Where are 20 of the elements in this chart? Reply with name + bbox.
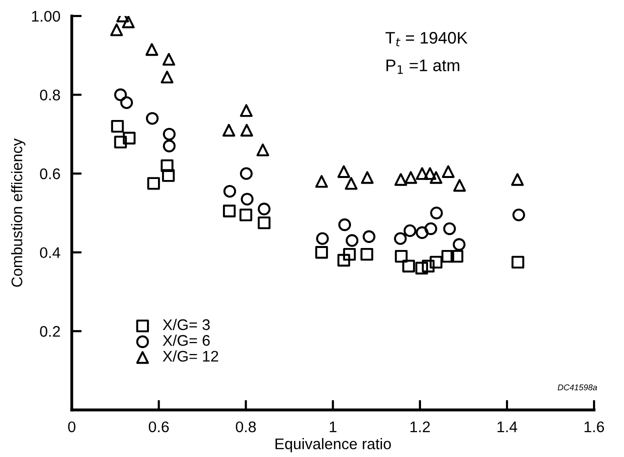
y-tick-label: 0.2: [40, 326, 60, 337]
x-tick-label: 0: [68, 421, 76, 432]
y-tick-label: 0.4: [40, 247, 60, 258]
legend-label: X/G= 3: [162, 318, 210, 330]
annotation: T$_{t}$ = 1940K: [386, 32, 468, 46]
y-tick-label: 1.00: [32, 10, 60, 22]
y-axis-title: Combustion efficiency: [11, 138, 26, 287]
x-tick-label: 1.2: [410, 421, 430, 432]
y-tick-label: 0.8: [40, 90, 60, 100]
x-tick-label: 0.6: [148, 421, 169, 432]
annotation: P$_{1}$ =1 atm: [386, 60, 460, 74]
legend-label: X/G= 12: [162, 350, 218, 362]
x-axis-title: Equivalence ratio: [276, 438, 391, 452]
x-tick-label: 0.8: [236, 421, 256, 432]
x-tick-label: 1: [330, 422, 336, 432]
annotation: DC41598a: [558, 384, 598, 390]
legend-label: X/G= 6: [162, 334, 210, 346]
y-tick-label: 0.6: [40, 168, 60, 180]
x-tick-label: 1.4: [498, 422, 518, 432]
x-tick-label: 1.6: [584, 421, 604, 432]
